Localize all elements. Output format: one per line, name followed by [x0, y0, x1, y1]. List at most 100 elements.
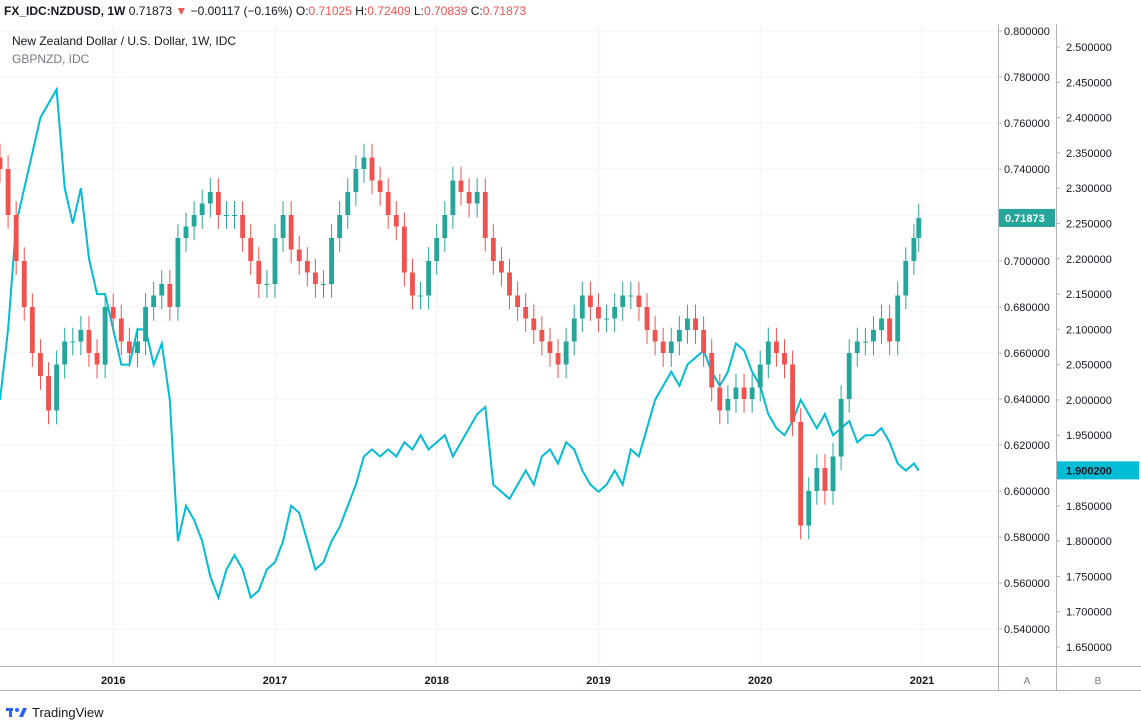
- candle-body: [86, 330, 92, 353]
- candle-body: [499, 261, 504, 273]
- candle-body: [264, 284, 270, 285]
- candle-body: [814, 468, 820, 491]
- candle-body: [782, 353, 787, 365]
- axis-a-tick-label: 0.680000: [1004, 302, 1050, 314]
- candle-body: [555, 353, 561, 365]
- tradingview-logo-icon: [6, 708, 27, 717]
- close-label: C:: [470, 4, 483, 18]
- candle-body: [199, 203, 205, 215]
- candle-body: [401, 226, 407, 273]
- time-axis-label: 2020: [748, 675, 772, 687]
- candle-body: [612, 307, 618, 319]
- candle-body: [749, 387, 755, 399]
- candle-body: [644, 307, 650, 330]
- candle-body: [507, 272, 512, 296]
- candle-body: [482, 192, 488, 238]
- axis-b-tick-label: 1.800000: [1066, 536, 1112, 548]
- candle-body: [29, 307, 35, 353]
- candle-body: [38, 353, 43, 376]
- axis-a-tick-label: 0.660000: [1004, 348, 1050, 360]
- candle-body: [903, 261, 909, 296]
- tradingview-logo[interactable]: TradingView: [6, 702, 104, 722]
- candle-body: [887, 318, 893, 342]
- scale-a-label: A: [1024, 676, 1031, 687]
- tradingview-brand-text: TradingView: [32, 704, 104, 720]
- candle-body: [773, 341, 779, 353]
- candle-body: [207, 192, 213, 204]
- axis-b-tick-label: 2.450000: [1066, 77, 1112, 89]
- candle-body: [741, 387, 747, 399]
- time-axis-label: 2017: [263, 675, 287, 687]
- candle-body: [135, 341, 140, 353]
- candle-body: [410, 272, 415, 296]
- candle-body: [490, 238, 496, 261]
- candle-body: [70, 341, 76, 343]
- symbol-name[interactable]: FX_IDC:NZDUSD, 1W: [4, 4, 126, 18]
- axis-b-tick-label: 2.150000: [1066, 289, 1112, 301]
- candle-body: [709, 353, 715, 388]
- time-axis[interactable]: 2016 2017 2018 2019 2020 2021 A B: [101, 675, 1102, 687]
- candle-body: [248, 238, 254, 261]
- candle-body: [717, 387, 723, 411]
- candle-body: [765, 341, 771, 365]
- axis-b-tick-label: 2.350000: [1066, 148, 1112, 160]
- candle-body: [232, 215, 237, 216]
- candle-body: [62, 341, 68, 365]
- axis-b-tick-label: 2.500000: [1066, 42, 1112, 54]
- low-value: 0.70839: [424, 4, 468, 18]
- candle-body: [393, 215, 399, 227]
- price-axis-a[interactable]: 0.8000000.7800000.7600000.7400000.720000…: [998, 26, 1050, 636]
- candle-body: [871, 330, 876, 342]
- candle-body: [442, 215, 448, 238]
- candle-body: [272, 238, 278, 284]
- legend-overlay-series[interactable]: GBPNZD, IDC: [12, 52, 90, 66]
- candle-body: [916, 217, 922, 238]
- axis-a-tick-label: 0.540000: [1004, 624, 1050, 636]
- candle-body: [94, 353, 100, 365]
- candle-body: [78, 330, 84, 342]
- candle-body: [798, 422, 804, 526]
- legend-main-series[interactable]: New Zealand Dollar / U.S. Dollar, 1W, ID…: [12, 34, 237, 48]
- candle-body: [159, 284, 165, 296]
- candle-body: [240, 215, 246, 238]
- high-label: H:: [355, 4, 368, 18]
- down-arrow-icon: ▼: [175, 4, 188, 18]
- candle-body: [143, 307, 149, 342]
- price-axis-b[interactable]: 2.500000 2.450000 2.400000 2.350000 2.300000…: [1056, 42, 1112, 654]
- axis-b-tick-label: 2.000000: [1066, 395, 1112, 407]
- candle-body: [790, 364, 796, 422]
- candle-body: [466, 192, 472, 204]
- high-value: 0.72409: [367, 4, 411, 18]
- nzdusd-last-badge-label: 0.71873: [1005, 213, 1045, 225]
- axis-b-tick-label: 2.200000: [1066, 254, 1112, 266]
- candle-body: [515, 295, 521, 307]
- candle-body: [911, 238, 917, 261]
- candle-body: [151, 295, 157, 307]
- candle-body: [13, 215, 19, 261]
- candle-body: [175, 238, 181, 307]
- candle-body: [652, 330, 658, 342]
- candle-body: [256, 261, 262, 284]
- candle-body: [369, 157, 375, 181]
- candle-body: [46, 376, 51, 411]
- candle-body: [596, 307, 601, 319]
- axis-a-tick-label: 0.780000: [1004, 72, 1050, 84]
- candle-body: [701, 330, 707, 353]
- candle-body: [733, 387, 739, 399]
- candle-body: [854, 341, 860, 353]
- axis-a-tick-label: 0.560000: [1004, 578, 1050, 590]
- candle-body: [361, 157, 367, 169]
- candle-body: [604, 318, 609, 320]
- close-value: 0.71873: [482, 4, 527, 18]
- candle-body: [167, 284, 173, 307]
- candle-body: [0, 157, 3, 169]
- axis-b-tick-label: 1.950000: [1066, 430, 1112, 442]
- axis-a-tick-label: 0.760000: [1004, 118, 1050, 130]
- axis-a-tick-label: 0.800000: [1004, 26, 1050, 38]
- axis-a-tick-label: 0.580000: [1004, 532, 1050, 544]
- candle-body: [676, 330, 682, 342]
- candle-body: [531, 318, 537, 330]
- candle-body: [693, 318, 698, 330]
- candle-body: [539, 330, 545, 342]
